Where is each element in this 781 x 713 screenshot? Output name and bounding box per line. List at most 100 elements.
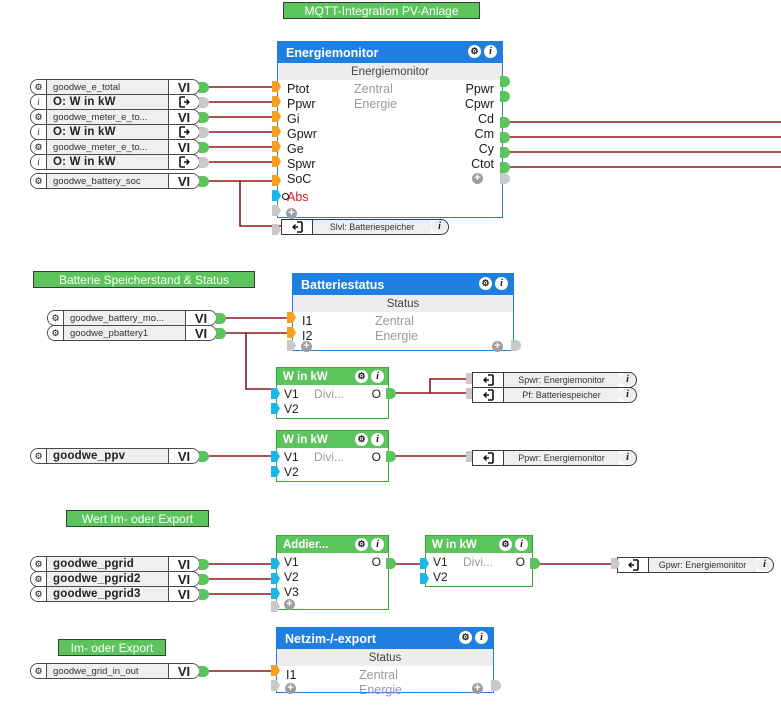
variable-pill-goodwe-pbattery1[interactable]: ⚙ goodwe_pbattery1 VI (47, 325, 217, 341)
input-port[interactable] (420, 558, 429, 569)
output-port[interactable] (386, 451, 396, 462)
variable-pill-goodwe-meter-e-to-2[interactable]: ⚙ goodwe_meter_e_to... VI (30, 139, 200, 155)
gear-icon[interactable]: ⚙ (355, 370, 368, 383)
input-port-inactive[interactable] (272, 224, 281, 235)
target-pill-pf-batteriespeicher[interactable]: Pf: Batteriespeicher i (472, 387, 637, 403)
node-header[interactable]: W in kW ⚙ i (426, 536, 532, 553)
variable-pill-goodwe-ppv[interactable]: ⚙ goodwe_ppv VI (30, 448, 200, 464)
output-port[interactable] (386, 558, 396, 569)
target-pill-ppwr-energiemonitor[interactable]: Ppwr: Energiemonitor i (472, 450, 637, 466)
output-port[interactable] (199, 97, 209, 108)
input-port[interactable] (271, 665, 280, 676)
input-port[interactable] (272, 156, 281, 167)
info-icon[interactable]: i (619, 388, 636, 401)
node-header[interactable]: W in kW ⚙ i (277, 431, 388, 448)
input-port[interactable] (287, 327, 296, 338)
add-input-button[interactable]: + (285, 683, 296, 694)
output-port[interactable] (500, 91, 510, 102)
output-port[interactable] (500, 76, 510, 87)
gear-icon[interactable]: ⚙ (355, 433, 368, 446)
output-port-inactive[interactable] (491, 680, 501, 691)
node-header[interactable]: Addier... ⚙ i (277, 536, 388, 553)
add-input-button[interactable]: + (301, 341, 312, 352)
node-w-in-kw-2[interactable]: W in kW ⚙ i V1 V2 Divi... O (276, 430, 389, 482)
target-pill-gpwr-energiemonitor[interactable]: Gpwr: Energiemonitor i (617, 557, 774, 573)
output-port[interactable] (216, 313, 226, 324)
input-port[interactable] (272, 96, 281, 107)
abs-toggle-dot[interactable] (282, 193, 289, 200)
variable-pill-goodwe-pgrid[interactable]: ⚙ goodwe_pgrid VI (30, 556, 200, 572)
input-port[interactable] (272, 175, 281, 186)
output-port[interactable] (199, 589, 209, 600)
input-port[interactable] (271, 588, 280, 599)
info-icon[interactable]: i (756, 558, 773, 571)
info-icon[interactable]: i (484, 45, 497, 58)
add-output-button[interactable]: + (472, 683, 483, 694)
info-icon[interactable]: i (371, 433, 384, 446)
variable-pill-goodwe-meter-e-to-1[interactable]: ⚙ goodwe_meter_e_to... VI (30, 109, 200, 125)
input-port[interactable] (272, 111, 281, 122)
output-port[interactable] (199, 451, 209, 462)
info-icon[interactable]: i (619, 373, 636, 386)
variable-pill-out-w-in-kw-3[interactable]: i O: W in kW (30, 154, 200, 170)
variable-pill-goodwe-battery-mo[interactable]: ⚙ goodwe_battery_mo... VI (47, 310, 217, 326)
target-pill-slvl-batteriespeicher[interactable]: Slvl: Batteriespeicher i (281, 219, 449, 235)
input-port[interactable] (272, 126, 281, 137)
variable-pill-goodwe-pgrid2[interactable]: ⚙ goodwe_pgrid2 VI (30, 571, 200, 587)
variable-pill-out-w-in-kw-2[interactable]: i O: W in kW (30, 124, 200, 140)
output-port[interactable] (199, 574, 209, 585)
gear-icon[interactable]: ⚙ (459, 631, 472, 644)
variable-pill-out-w-in-kw-1[interactable]: i O: W in kW (30, 94, 200, 110)
input-port-inactive[interactable] (271, 601, 280, 612)
input-port[interactable] (271, 403, 280, 414)
output-port[interactable] (199, 82, 209, 93)
output-port[interactable] (530, 558, 540, 569)
output-port[interactable] (500, 147, 510, 158)
output-port[interactable] (386, 388, 396, 399)
add-input-button[interactable]: + (284, 599, 295, 610)
input-port[interactable] (271, 388, 280, 399)
input-port[interactable] (420, 573, 429, 584)
info-icon[interactable]: i (619, 451, 636, 464)
info-icon[interactable]: i (495, 277, 508, 290)
output-port[interactable] (199, 666, 209, 677)
output-port[interactable] (199, 127, 209, 138)
node-header[interactable]: W in kW ⚙ i (277, 368, 388, 385)
input-port-inactive[interactable] (611, 558, 620, 569)
info-icon[interactable]: i (371, 370, 384, 383)
add-input-button[interactable]: + (286, 208, 297, 219)
input-port-inactive[interactable] (271, 680, 280, 691)
input-port-inactive[interactable] (466, 373, 475, 384)
output-port-inactive[interactable] (511, 340, 521, 351)
input-port[interactable] (271, 558, 280, 569)
node-energiemonitor[interactable]: Energiemonitor ⚙ i Energiemonitor Ptot P… (277, 41, 503, 219)
input-port-inactive[interactable] (466, 388, 475, 399)
add-output-button[interactable]: + (472, 173, 483, 184)
input-port[interactable] (271, 451, 280, 462)
gear-icon[interactable]: ⚙ (355, 538, 368, 551)
variable-pill-goodwe-e-total[interactable]: ⚙ goodwe_e_total VI (30, 79, 200, 95)
input-port[interactable] (272, 81, 281, 92)
output-port[interactable] (199, 142, 209, 153)
input-port[interactable] (287, 312, 296, 323)
node-addierer[interactable]: Addier... ⚙ i V1 V2 V3 O + (276, 535, 389, 610)
output-port[interactable] (216, 328, 226, 339)
input-port-abs[interactable] (272, 190, 281, 201)
node-netzim-export[interactable]: Netzim-/-export ⚙ i Status I1 Zentral En… (276, 627, 494, 697)
node-header[interactable]: Batteriestatus ⚙ i (293, 274, 513, 295)
info-icon[interactable]: i (475, 631, 488, 644)
node-header[interactable]: Energiemonitor ⚙ i (278, 42, 502, 63)
variable-pill-goodwe-battery-soc[interactable]: ⚙ goodwe_battery_soc VI (30, 173, 200, 189)
info-icon[interactable]: i (371, 538, 384, 551)
node-w-in-kw-1[interactable]: W in kW ⚙ i V1 V2 Divi... O (276, 367, 389, 419)
output-port[interactable] (199, 176, 209, 187)
output-port-inactive[interactable] (500, 173, 510, 184)
info-icon[interactable]: i (431, 220, 448, 233)
node-header[interactable]: Netzim-/-export ⚙ i (277, 628, 493, 649)
output-port[interactable] (199, 157, 209, 168)
input-port-inactive[interactable] (466, 451, 475, 462)
output-port[interactable] (199, 112, 209, 123)
input-port-inactive[interactable] (272, 205, 281, 216)
info-icon[interactable]: i (515, 538, 528, 551)
output-port[interactable] (500, 132, 510, 143)
